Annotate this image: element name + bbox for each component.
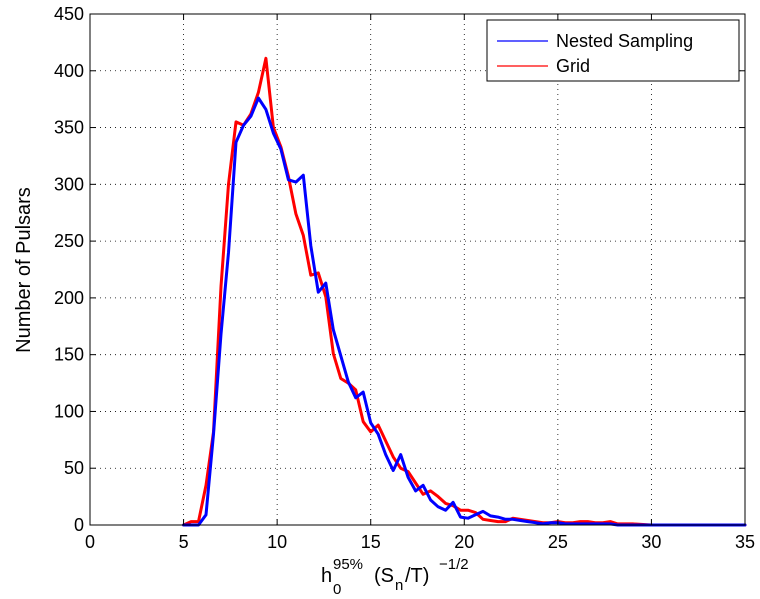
series-line-nested-sampling bbox=[182, 96, 747, 527]
y-tick-label: 200 bbox=[54, 288, 84, 308]
y-tick-label: 100 bbox=[54, 401, 84, 421]
x-tick-label: 25 bbox=[548, 532, 568, 552]
legend-label-nested-sampling: Nested Sampling bbox=[556, 31, 693, 51]
y-tick-label: 350 bbox=[54, 118, 84, 138]
y-tick-label: 300 bbox=[54, 174, 84, 194]
legend-label-grid: Grid bbox=[556, 56, 590, 76]
y-tick-label: 150 bbox=[54, 345, 84, 365]
series-layer bbox=[182, 56, 747, 527]
x-tick-label: 0 bbox=[85, 532, 95, 552]
x-label-paren-open: (S bbox=[374, 565, 394, 587]
plot-area bbox=[90, 14, 745, 525]
x-label-sup: 95% bbox=[333, 556, 363, 573]
x-tick-label: 20 bbox=[454, 532, 474, 552]
x-tick-label: 10 bbox=[267, 532, 287, 552]
x-tick-label: 30 bbox=[641, 532, 661, 552]
x-label-paren-close: /T) bbox=[405, 565, 429, 587]
y-tick-label: 450 bbox=[54, 4, 84, 24]
y-tick-label: 0 bbox=[74, 515, 84, 535]
x-label-paren-sub: n bbox=[395, 577, 403, 594]
plot-frame bbox=[89, 13, 746, 526]
x-label-sub: 0 bbox=[333, 581, 341, 598]
x-label-base: h bbox=[321, 565, 332, 587]
y-tick-label: 250 bbox=[54, 231, 84, 251]
x-tick-label: 5 bbox=[179, 532, 189, 552]
x-label-power: −1/2 bbox=[439, 556, 469, 573]
legend-box bbox=[486, 19, 740, 82]
y-tick-label: 50 bbox=[64, 458, 84, 478]
y-tick-label: 400 bbox=[54, 61, 84, 81]
tick-layer: 0 5 10 15 20 25 30 3505010015020025030035040045… bbox=[54, 4, 755, 552]
y-axis-label: Number of Pulsars bbox=[13, 187, 35, 353]
legend: Nested Sampling Grid bbox=[486, 19, 740, 82]
x-tick-label: 15 bbox=[361, 532, 381, 552]
x-tick-label: 35 bbox=[735, 532, 755, 552]
x-axis-label: h 0 95% (S n /T) −1/2 bbox=[321, 556, 469, 598]
